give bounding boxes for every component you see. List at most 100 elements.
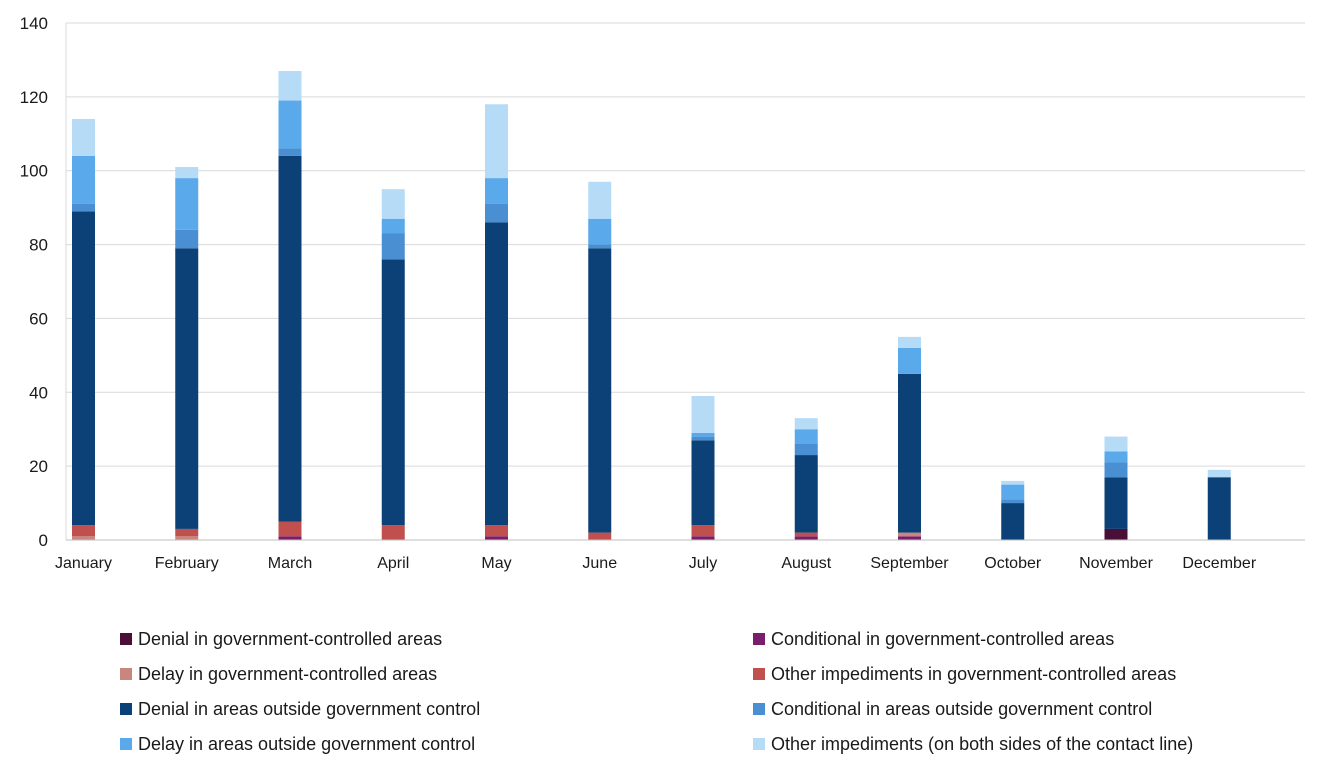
bar-segment: [1104, 436, 1128, 452]
bars: [72, 71, 1231, 540]
legend: Denial in government-controlled areas Con…: [120, 627, 1300, 756]
legend-swatch: [120, 633, 132, 645]
legend-item: Delay in government-controlled areas: [120, 662, 753, 686]
y-tick-label: 40: [29, 383, 48, 402]
bar-segment: [175, 229, 199, 249]
bar-segment: [485, 222, 508, 526]
x-tick-label: October: [984, 555, 1042, 572]
bar-segment: [175, 528, 199, 537]
bar-segment: [278, 71, 302, 101]
y-tick-label: 60: [29, 309, 48, 328]
legend-label: Denial in areas outside government contr…: [138, 698, 481, 719]
legend-item: Delay in areas outside government contro…: [120, 732, 753, 756]
x-tick-label: November: [1079, 555, 1153, 572]
bar-segment: [175, 536, 199, 540]
bar-segment: [278, 536, 302, 540]
y-tick-label: 20: [29, 457, 48, 476]
x-tick-label: December: [1182, 555, 1256, 572]
bar-segment: [278, 100, 302, 149]
bar-segment: [588, 218, 612, 245]
bar-segment: [1104, 528, 1128, 540]
axes: 0 20 40 60 80 100 120 140 January February March Ap…: [20, 14, 1305, 572]
bar-segment: [588, 248, 612, 533]
bar-segment: [175, 248, 199, 529]
legend-label: Delay in areas outside government contro…: [138, 733, 476, 754]
legend-swatch: [753, 703, 765, 715]
x-tick-label: September: [870, 555, 949, 572]
legend-item: Other impediments (on both sides of the …: [753, 732, 1300, 756]
bar-segment: [794, 532, 818, 537]
bar-segment: [72, 525, 95, 537]
legend-swatch: [120, 703, 132, 715]
bar-segment: [1207, 469, 1231, 478]
bar-segment: [691, 395, 715, 433]
bar-segment: [691, 525, 715, 537]
y-tick-label: 120: [20, 88, 48, 107]
bar-segment: [381, 525, 405, 540]
legend-label: Other impediments in government-controll…: [771, 663, 1177, 684]
bar-segment: [794, 418, 818, 430]
bar-segment: [1104, 477, 1128, 529]
bar-segment: [1001, 480, 1025, 485]
bar-segment: [1207, 477, 1231, 540]
bar-segment: [794, 443, 818, 456]
bar-segment: [381, 189, 405, 219]
bar-segment: [588, 244, 612, 249]
bar-segment: [1001, 503, 1025, 540]
bar-segment: [898, 336, 921, 348]
legend-label: Delay in government-controlled areas: [138, 663, 438, 684]
bar-segment: [72, 203, 95, 212]
bar-segment: [72, 536, 95, 540]
bar-segment: [72, 211, 95, 526]
bar-segment: [898, 373, 921, 533]
legend-label: Conditional in areas outside government …: [771, 698, 1153, 719]
gridlines: [66, 22, 1305, 467]
legend-label: Denial in government-controlled areas: [138, 628, 443, 649]
x-tick-label: May: [481, 555, 511, 572]
legend-swatch: [120, 738, 132, 750]
bar-segment: [381, 259, 405, 526]
bar-segment: [1001, 499, 1025, 504]
y-tick-label: 140: [20, 14, 48, 33]
bar-segment: [691, 432, 715, 437]
legend-swatch: [753, 668, 765, 680]
bar-segment: [278, 521, 302, 537]
y-tick-label: 100: [20, 162, 48, 181]
bar-segment: [485, 178, 508, 204]
legend-item: Conditional in government-controlled are…: [753, 627, 1300, 651]
bar-segment: [485, 536, 508, 540]
bar-segment: [794, 455, 818, 533]
bar-segment: [381, 218, 405, 234]
bar-segment: [898, 347, 921, 374]
bar-segment: [588, 532, 612, 540]
legend-item: Other impediments in government-controll…: [753, 662, 1300, 686]
x-tick-label: March: [268, 555, 312, 572]
x-tick-label: July: [689, 555, 717, 572]
bar-segment: [381, 233, 405, 260]
bar-segment: [691, 436, 715, 441]
legend-item: Denial in areas outside government contr…: [120, 697, 753, 721]
bar-segment: [691, 536, 715, 540]
bar-segment: [794, 429, 818, 444]
bar-segment: [485, 203, 508, 223]
legend-item: Conditional in areas outside government …: [753, 697, 1300, 721]
bar-segment: [485, 104, 508, 179]
x-tick-label: June: [582, 555, 617, 572]
bar-segment: [72, 155, 95, 204]
x-tick-label: February: [155, 555, 219, 572]
y-tick-label: 0: [39, 531, 48, 550]
bar-segment: [278, 148, 302, 156]
legend-swatch: [753, 738, 765, 750]
x-tick-label: January: [55, 555, 112, 572]
stacked-bar-chart: 0 20 40 60 80 100 120 140 January February March Ap…: [20, 14, 1305, 572]
bar-segment: [72, 119, 95, 156]
bar-segment: [691, 440, 715, 526]
legend-label: Other impediments (on both sides of the …: [771, 733, 1194, 754]
bar-segment: [794, 536, 818, 540]
bar-segment: [1104, 451, 1128, 463]
bar-segment: [278, 155, 302, 522]
bar-segment: [1001, 484, 1025, 500]
bar-segment: [175, 178, 199, 230]
legend-label: Conditional in government-controlled are…: [771, 628, 1115, 649]
